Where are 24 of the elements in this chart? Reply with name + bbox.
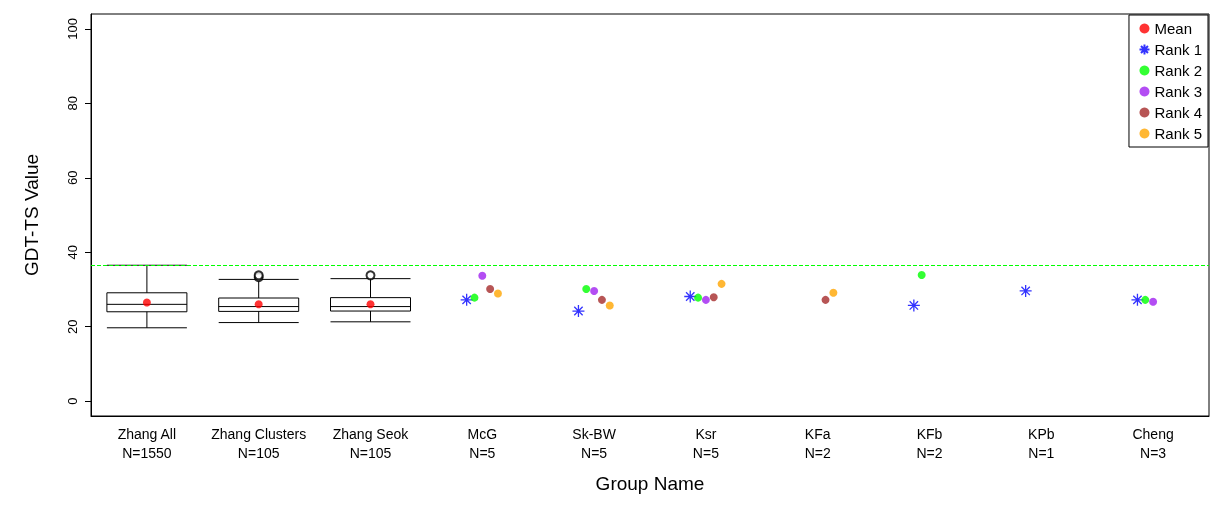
x-axis-title: Group Name bbox=[595, 473, 705, 494]
x-tick-label: KFb N=2 bbox=[916, 425, 943, 461]
x-tick-label: Ksr N=5 bbox=[692, 425, 720, 461]
legend-label: Rank 5 bbox=[1154, 125, 1202, 142]
x-tick-label: KFa N=2 bbox=[804, 425, 831, 461]
legend-label: Rank 2 bbox=[1154, 62, 1202, 79]
x-tick-label: McG N=5 bbox=[467, 425, 498, 461]
legend-label: Rank 3 bbox=[1154, 83, 1202, 100]
x-tick-label: Zhang Seok N=105 bbox=[332, 425, 410, 461]
legend-label: Rank 1 bbox=[1154, 41, 1202, 58]
y-tick-label: 0 bbox=[65, 397, 80, 405]
y-tick-label: 60 bbox=[65, 170, 80, 186]
legend-label: Rank 4 bbox=[1154, 104, 1202, 121]
x-tick-label: Sk-BW N=5 bbox=[572, 425, 617, 461]
y-tick-label: 80 bbox=[65, 96, 80, 111]
y-axis-title: GDT-TS Value bbox=[21, 153, 42, 277]
y-tick-label: 20 bbox=[65, 319, 80, 334]
y-tick-label: 40 bbox=[65, 244, 80, 260]
x-tick-label: Zhang Clusters N=105 bbox=[211, 425, 307, 461]
legend-label: Mean bbox=[1154, 20, 1192, 37]
x-tick-label: Zhang All N=1550 bbox=[117, 425, 177, 461]
y-tick-label: 100 bbox=[65, 18, 80, 40]
x-tick-label: KPb N=1 bbox=[1028, 425, 1055, 461]
x-tick-label: Cheng N=3 bbox=[1132, 425, 1174, 461]
